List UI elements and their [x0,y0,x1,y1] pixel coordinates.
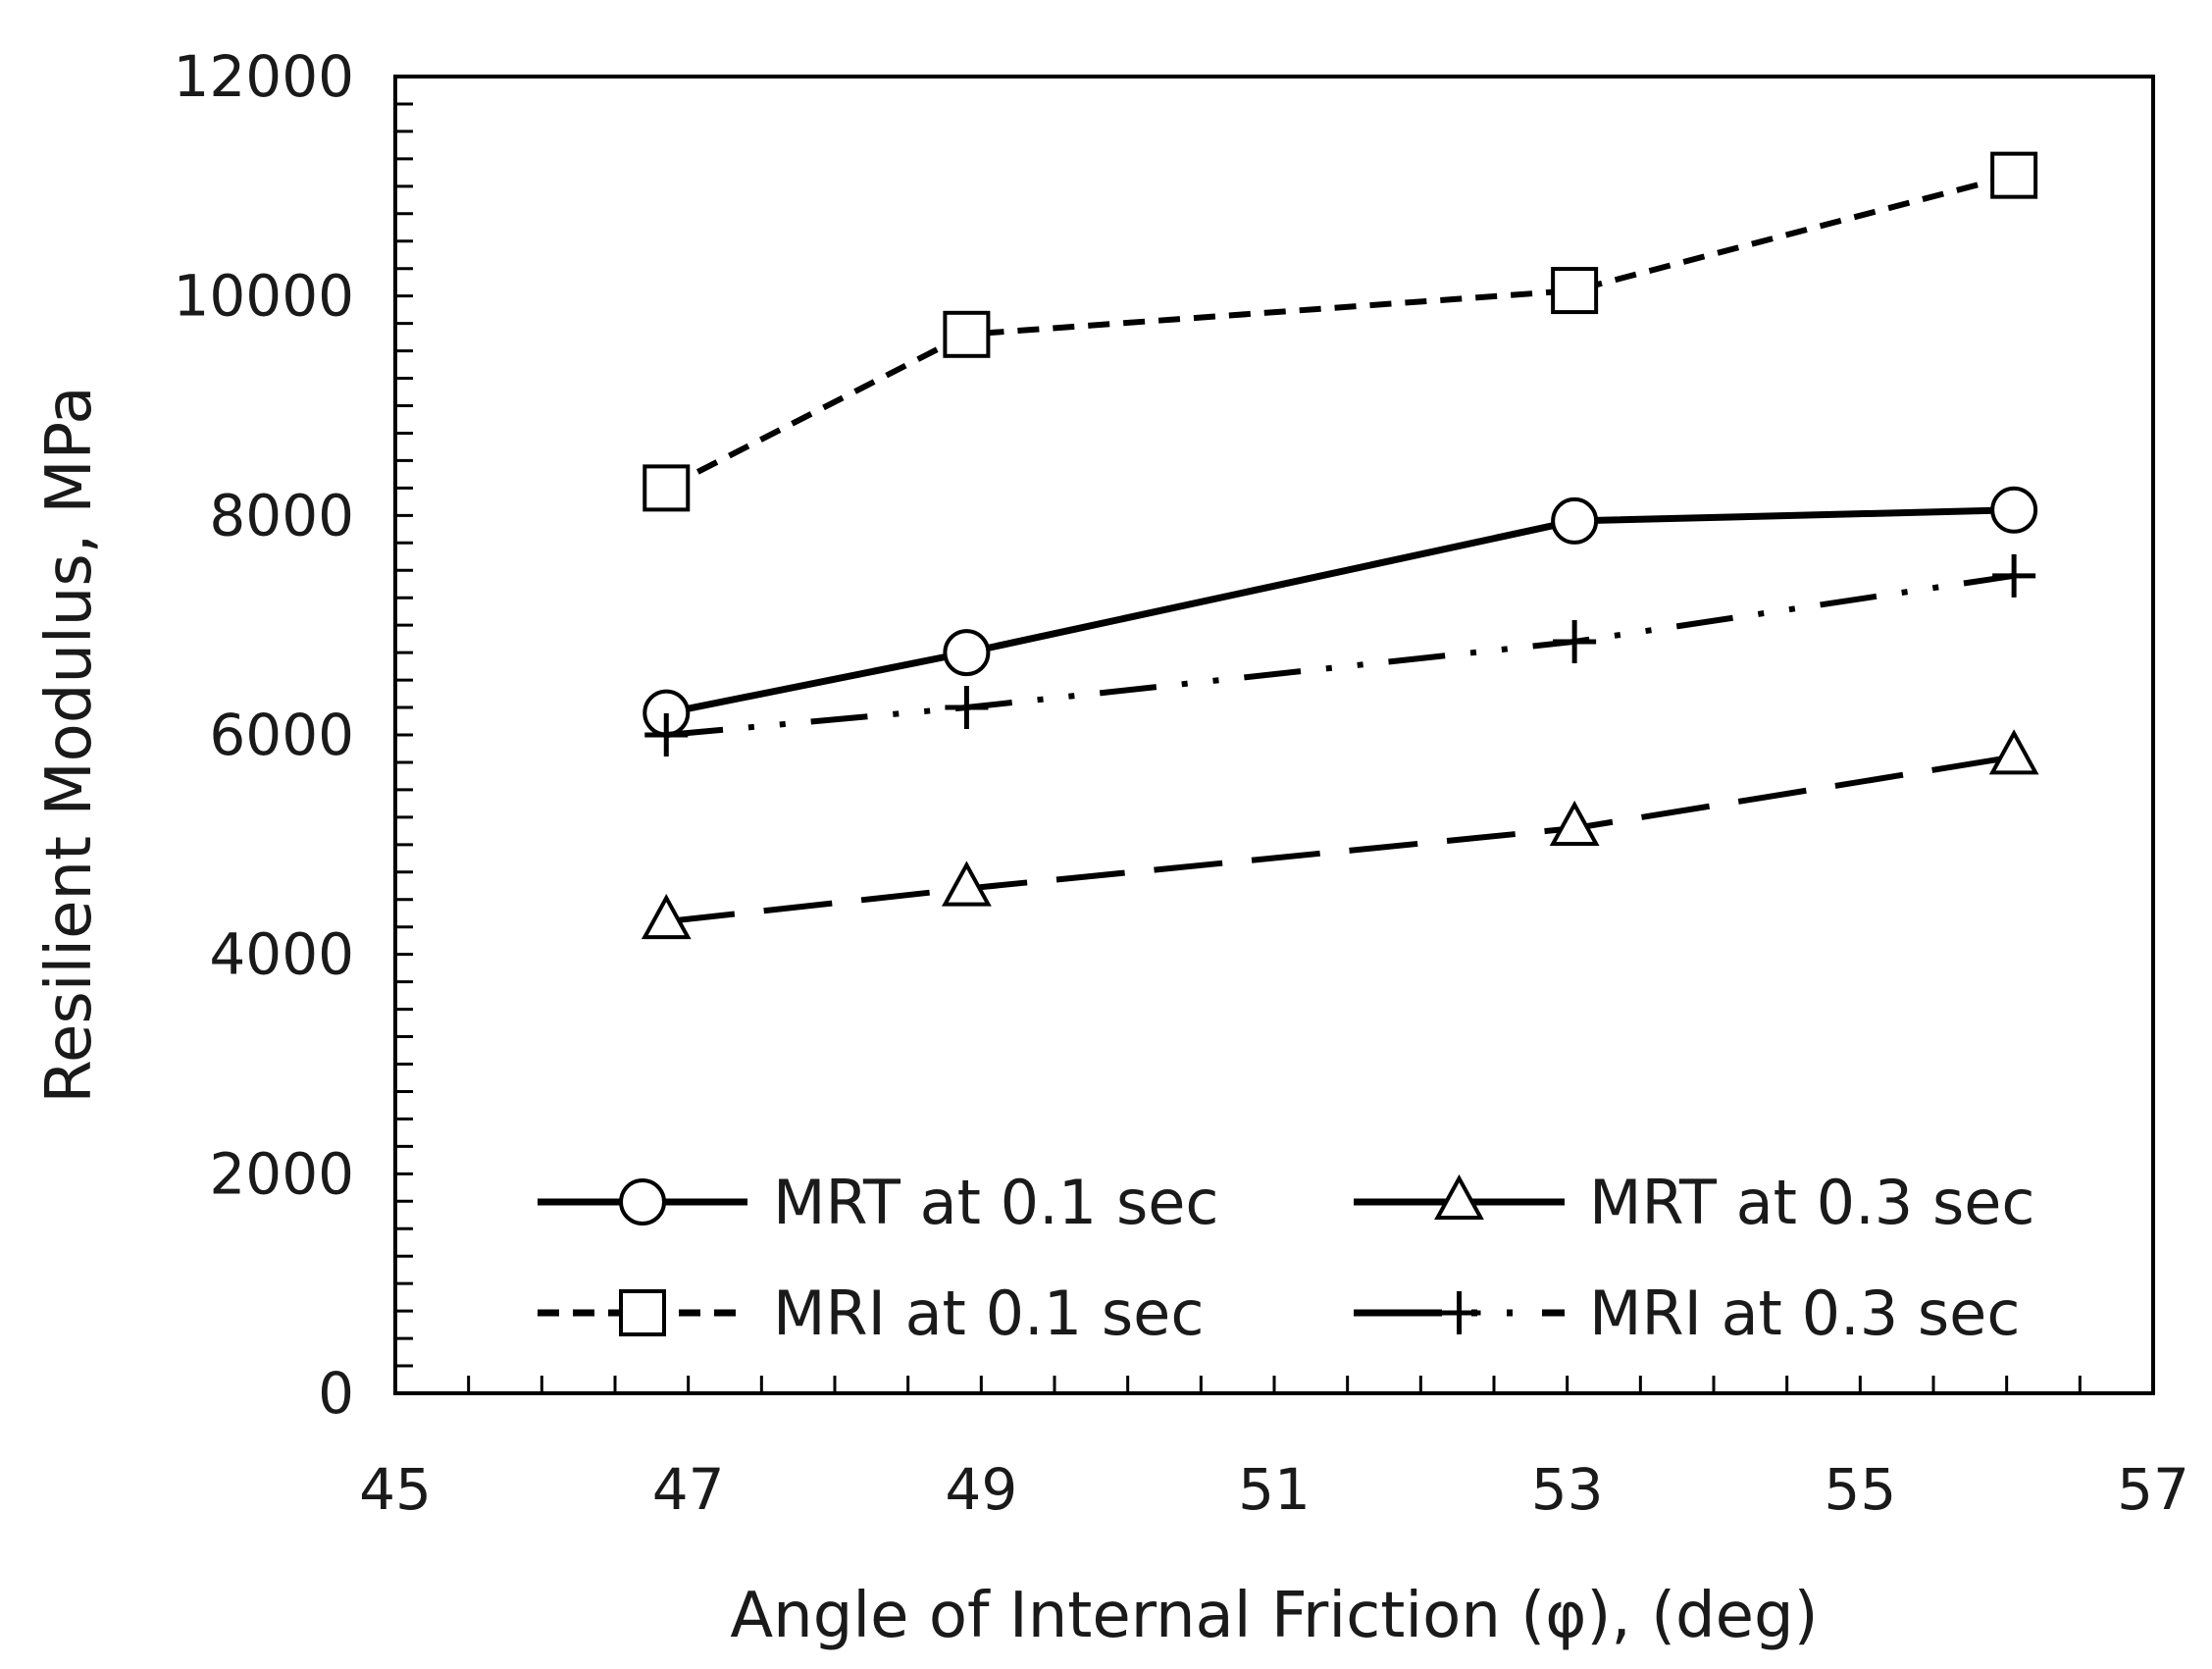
data-point-mrt-at-0-1-sec [1551,496,1599,545]
data-point-mri-at-0-3-sec [945,686,989,730]
y-tick-label: 0 [318,1360,354,1427]
series-line-mri-at-0-3-sec [665,572,2015,738]
series-line-mrt-at-0-3-sec [665,754,2015,925]
series-mrt-at-0-3-sec [641,729,2039,940]
series-mrt-at-0-1-sec [643,486,2038,737]
data-point-mrt-at-0-3-sec [942,861,992,907]
legend-item-mrt-at-0-1-sec: MRT at 0.1 sec [538,1167,1219,1238]
x-tick-label: 57 [2117,1456,2189,1523]
series-mri-at-0-1-sec [643,151,2038,512]
legend-marker [1437,1291,1481,1334]
series-mri-at-0-3-sec [644,553,2036,756]
legend-label: MRI at 0.3 sec [1589,1278,2020,1349]
x-tick-label: 47 [652,1456,725,1523]
y-axis-ticks: 0 2000 4000 6000 8000 10000 12000 [173,43,354,1427]
minor-ticks [395,102,2082,1393]
legend-label: MRT at 0.1 sec [773,1167,1219,1238]
y-tick-label: 8000 [209,482,354,548]
series-line-mri-at-0-1-sec [664,172,2015,492]
legend-label: MRI at 0.1 sec [773,1278,1204,1349]
y-tick-label: 10000 [173,263,354,330]
data-point-mri-at-0-1-sec [1990,151,2038,199]
data-point-mri-at-0-1-sec [643,464,691,512]
x-tick-label: 53 [1531,1456,1604,1523]
data-point-mrt-at-0-1-sec [943,629,991,677]
x-axis-ticks: 45 47 49 51 53 55 57 [359,1456,2189,1523]
x-tick-label: 55 [1824,1456,1896,1523]
legend-marker [619,1178,666,1226]
legend-marker [619,1289,666,1336]
data-point-mri-at-0-3-sec [1553,619,1597,663]
legend-item-mri-at-0-1-sec: MRI at 0.1 sec [538,1278,1204,1349]
y-tick-label: 4000 [209,921,354,988]
x-axis-title: Angle of Internal Friction (φ), (deg) [730,1580,1818,1652]
data-point-mrt-at-0-3-sec [641,893,692,940]
series-layer [641,151,2039,940]
data-point-mri-at-0-3-sec [644,713,689,756]
y-axis-title: Resilient Modulus, MPa [33,386,106,1103]
data-point-mri-at-0-3-sec [1992,553,2036,598]
y-tick-label: 2000 [209,1140,354,1207]
data-point-mri-at-0-1-sec [1551,267,1599,315]
legend: MRT at 0.1 sec MRT at 0.3 sec MRI at 0.1 s… [538,1167,2035,1349]
data-point-mrt-at-0-3-sec [1988,729,2039,775]
legend-item-mrt-at-0-3-sec: MRT at 0.3 sec [1354,1167,2035,1238]
y-tick-label: 6000 [209,702,354,768]
x-tick-label: 51 [1238,1456,1311,1523]
x-tick-label: 45 [359,1456,432,1523]
data-point-mrt-at-0-3-sec [1549,800,1600,847]
data-point-mri-at-0-1-sec [943,310,991,358]
x-tick-label: 49 [945,1456,1017,1523]
data-point-mrt-at-0-1-sec [1990,486,2038,534]
series-line-mrt-at-0-1-sec [665,506,2015,717]
legend-label: MRT at 0.3 sec [1589,1167,2035,1238]
legend-item-mri-at-0-3-sec: MRI at 0.3 sec [1354,1278,2020,1349]
y-tick-label: 12000 [173,43,354,110]
plot-area-frame [393,75,2155,1395]
legend-marker [1434,1174,1484,1220]
